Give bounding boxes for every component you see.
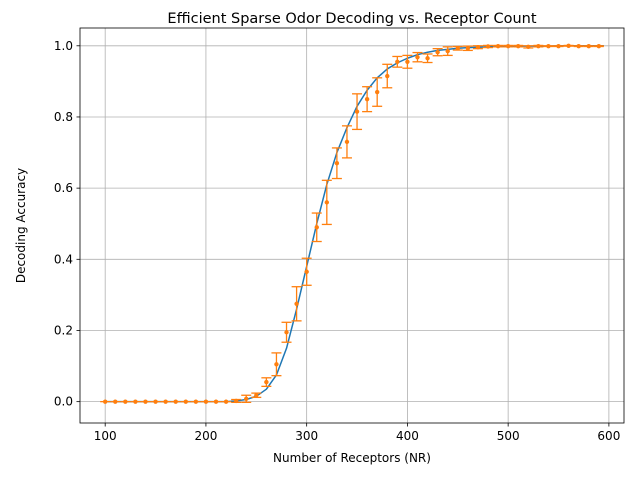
data-point: [223, 399, 229, 404]
data-point: [505, 43, 511, 49]
x-axis: 100 200 300 400 500 600: [94, 423, 620, 443]
x-tick-label: 500: [497, 429, 520, 443]
data-point: [274, 362, 279, 367]
data-point: [153, 399, 158, 404]
data-point: [425, 56, 430, 61]
grid-layer: [80, 28, 624, 423]
y-tick-label: 0.4: [54, 252, 73, 266]
y-tick-label: 0.0: [54, 395, 73, 409]
data-point: [294, 301, 299, 306]
data-point: [526, 44, 531, 50]
data-point: [233, 398, 239, 404]
data-point: [354, 109, 360, 114]
data-point: [455, 46, 460, 51]
data-point: [445, 48, 450, 54]
data-point: [284, 330, 289, 335]
data-point: [475, 45, 481, 50]
x-tick-label: 200: [194, 429, 217, 443]
data-point: [173, 399, 178, 404]
y-tick-label: 1.0: [54, 39, 73, 53]
y-axis: 0.0 0.2 0.4 0.6 0.8 1.0: [54, 39, 80, 409]
data-point: [395, 59, 400, 65]
data-point: [193, 399, 199, 404]
data-point: [405, 59, 410, 65]
data-point: [465, 46, 471, 51]
data-point: [254, 393, 259, 398]
y-tick-label: 0.8: [54, 110, 73, 124]
data-point: [576, 43, 581, 49]
data-point: [586, 43, 591, 49]
data-point: [143, 399, 148, 404]
data-point: [213, 399, 219, 404]
data-point: [364, 96, 370, 102]
chart-title: Efficient Sparse Odor Decoding vs. Recep…: [167, 11, 536, 27]
data-point: [596, 43, 602, 49]
data-point: [203, 399, 209, 404]
data-point: [264, 379, 269, 385]
data-point: [556, 43, 561, 49]
fit-curve-line: [105, 45, 604, 403]
data-point: [546, 43, 551, 49]
series-layer: [100, 43, 604, 404]
data-point: [344, 139, 350, 145]
plot-frame: [79, 27, 625, 424]
y-tick-label: 0.6: [54, 181, 73, 195]
data-point: [516, 43, 521, 49]
data-point: [163, 399, 168, 404]
data-point: [495, 43, 501, 49]
data-point: [244, 396, 249, 402]
data-point: [374, 89, 380, 95]
y-axis-title: Decoding Accuracy: [14, 168, 28, 283]
data-point: [123, 399, 128, 404]
data-point: [485, 44, 491, 49]
data-point: [415, 54, 420, 60]
data-point: [334, 161, 340, 166]
data-point: [435, 49, 440, 55]
x-tick-label: 400: [396, 429, 419, 443]
x-tick-label: 100: [94, 429, 117, 443]
y-tick-label: 0.2: [54, 323, 73, 337]
data-point: [102, 399, 108, 404]
data-point: [314, 225, 319, 230]
data-point: [566, 43, 571, 48]
data-point: [133, 399, 138, 404]
x-tick-label: 300: [295, 429, 318, 443]
x-axis-title: Number of Receptors (NR): [273, 451, 431, 465]
data-point: [183, 399, 188, 404]
data-point: [536, 43, 541, 49]
data-point: [304, 269, 309, 274]
x-tick-label: 600: [597, 429, 620, 443]
data-point: [324, 200, 330, 205]
data-point: [113, 399, 118, 404]
data-point: [385, 73, 390, 79]
